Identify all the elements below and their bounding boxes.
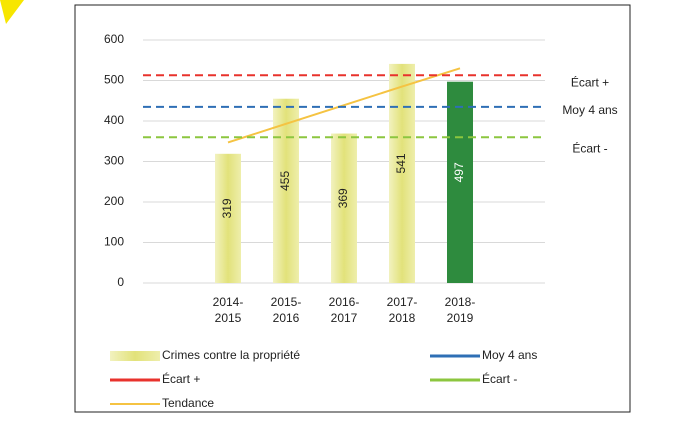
- reference-label: Écart -: [572, 140, 607, 155]
- legend-swatch: [110, 351, 160, 361]
- bar: [389, 63, 415, 283]
- data-label: 541: [394, 153, 408, 173]
- data-label: 455: [278, 171, 292, 191]
- y-tick-label: 0: [117, 275, 124, 289]
- x-tick-label: 2017-2018: [387, 295, 418, 325]
- legend-label: Tendance: [162, 396, 214, 410]
- y-tick-label: 300: [104, 154, 124, 168]
- x-tick-label: 2016-2017: [329, 295, 360, 325]
- x-tick-label: 2018-2019: [445, 295, 476, 325]
- data-label: 497: [452, 162, 466, 182]
- x-tick-label: 2014-2015: [213, 295, 244, 325]
- legend-label: Écart -: [482, 371, 517, 386]
- legend-label: Crimes contre la propriété: [162, 348, 300, 362]
- y-tick-label: 600: [104, 32, 124, 46]
- legend-label: Écart +: [162, 371, 200, 386]
- data-label: 369: [336, 188, 350, 208]
- legend-label: Moy 4 ans: [482, 348, 537, 362]
- reference-label: Moy 4 ans: [562, 103, 617, 117]
- y-tick-label: 500: [104, 73, 124, 87]
- bar: [215, 153, 241, 283]
- corner-mark: [0, 0, 24, 24]
- bar: [331, 133, 357, 283]
- y-tick-label: 400: [104, 113, 124, 127]
- y-tick-label: 100: [104, 235, 124, 249]
- data-label: 319: [220, 198, 234, 218]
- x-tick-label: 2015-2016: [271, 295, 302, 325]
- trend-line: [227, 67, 461, 144]
- bar: [273, 98, 299, 283]
- y-tick-label: 200: [104, 194, 124, 208]
- reference-label: Écart +: [571, 74, 609, 89]
- bar: [447, 81, 473, 283]
